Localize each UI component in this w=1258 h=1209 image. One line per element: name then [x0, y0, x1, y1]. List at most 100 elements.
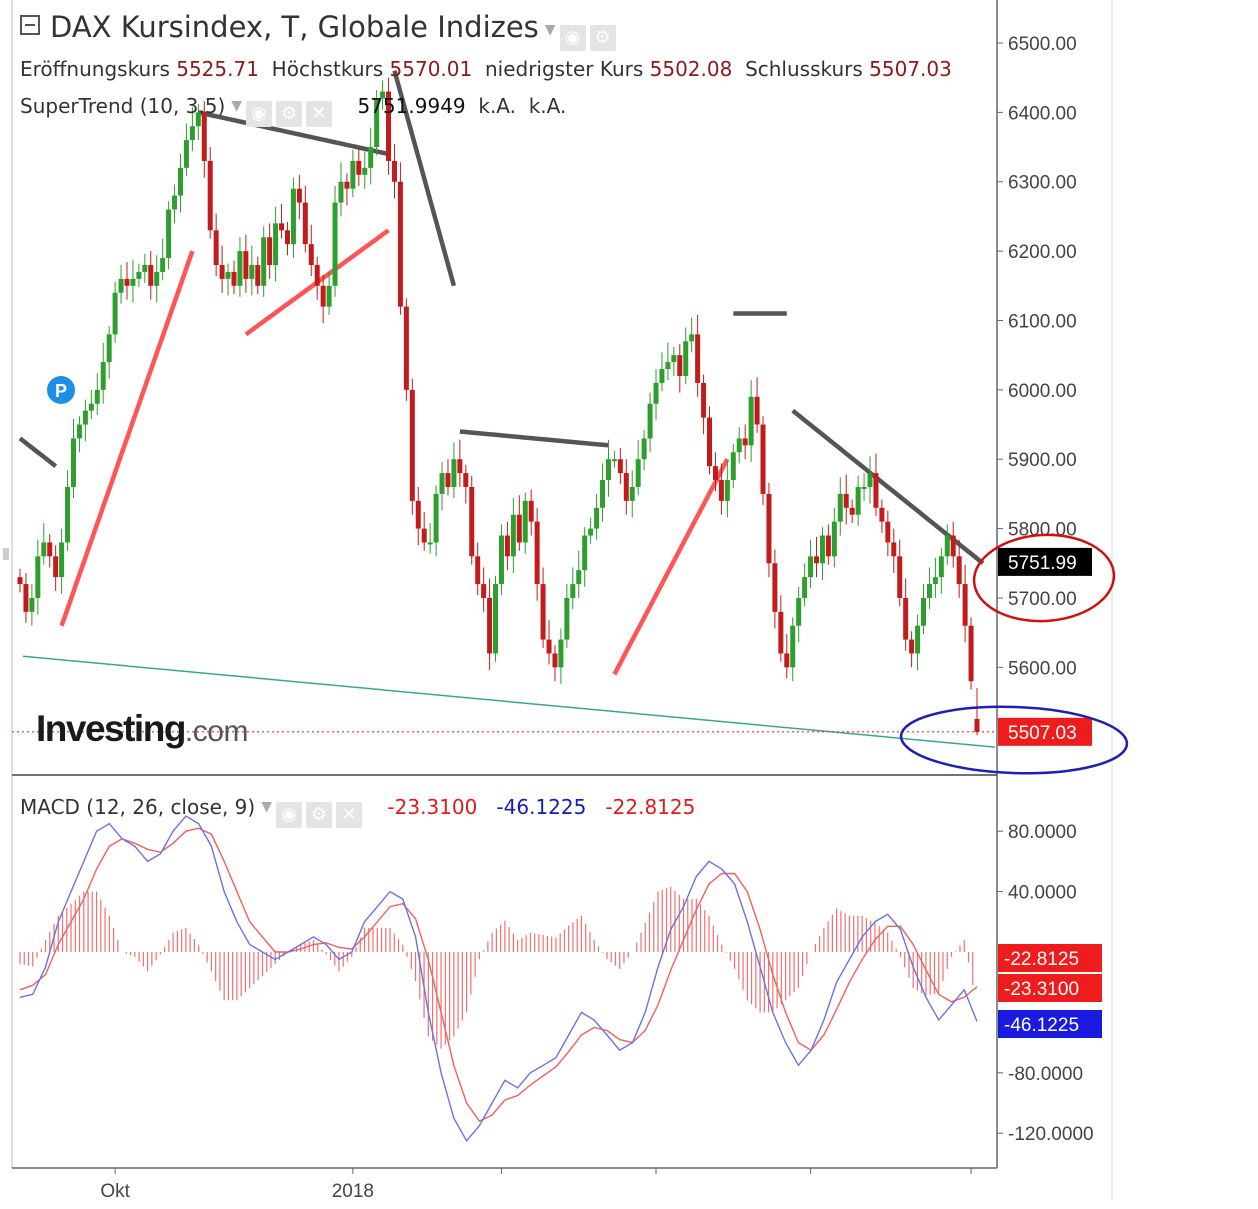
candle-body[interactable] [237, 251, 243, 286]
candle-body[interactable] [350, 160, 356, 189]
eye-icon[interactable]: ◉ [246, 101, 273, 127]
candle-body[interactable] [314, 264, 320, 286]
candle-body[interactable] [177, 167, 183, 196]
candle-body[interactable] [415, 500, 421, 529]
candle-body[interactable] [23, 584, 29, 612]
candle-body[interactable] [968, 625, 974, 682]
candle-body[interactable] [213, 230, 219, 265]
candle-body[interactable] [504, 535, 510, 557]
candle-body[interactable] [837, 493, 843, 522]
candle-body[interactable] [397, 181, 403, 307]
candle-body[interactable] [683, 341, 689, 376]
candle-body[interactable] [617, 459, 623, 474]
candle-body[interactable] [70, 438, 76, 487]
candle-body[interactable] [897, 556, 903, 598]
candle-body[interactable] [475, 556, 481, 585]
macd-line[interactable] [19, 815, 978, 1143]
candle-body[interactable] [290, 188, 296, 245]
candle-body[interactable] [819, 535, 825, 564]
candle-body[interactable] [17, 577, 23, 585]
candle-body[interactable] [100, 362, 106, 390]
candle-body[interactable] [831, 521, 837, 557]
candle-body[interactable] [29, 597, 35, 612]
close-icon[interactable]: ✕ [306, 101, 333, 127]
candle-body[interactable] [391, 160, 397, 182]
eye-icon[interactable]: ◉ [559, 25, 586, 51]
candle-body[interactable] [677, 355, 683, 376]
candle-body[interactable] [522, 500, 528, 543]
candle-body[interactable] [796, 597, 802, 626]
candle-body[interactable] [463, 473, 469, 487]
candle-body[interactable] [594, 507, 600, 529]
candle-body[interactable] [279, 223, 285, 231]
candle-body[interactable] [53, 556, 59, 578]
candle-body[interactable] [766, 493, 772, 564]
candle-body[interactable] [403, 306, 409, 390]
candle-body[interactable] [534, 521, 540, 585]
candle-body[interactable] [249, 264, 255, 279]
close-icon[interactable]: ✕ [335, 802, 362, 828]
candle-body[interactable] [154, 271, 160, 286]
candle-body[interactable] [231, 271, 237, 286]
candle-body[interactable] [814, 556, 820, 564]
candle-body[interactable] [160, 258, 166, 272]
candle-body[interactable] [938, 556, 944, 578]
candle-body[interactable] [582, 535, 588, 571]
candle-body[interactable] [623, 473, 629, 501]
candle-body[interactable] [332, 202, 338, 286]
candle-body[interactable] [493, 584, 499, 654]
candle-body[interactable] [183, 140, 189, 168]
candle-body[interactable] [760, 424, 766, 494]
candle-body[interactable] [921, 597, 927, 626]
candle-body[interactable] [219, 264, 225, 279]
candle-body[interactable] [445, 473, 451, 487]
candle-body[interactable] [879, 507, 885, 522]
p-marker[interactable]: P [47, 376, 75, 404]
candle-body[interactable] [368, 147, 374, 168]
candle-body[interactable] [421, 528, 427, 543]
candle-body[interactable] [926, 584, 932, 598]
candle-body[interactable] [469, 486, 475, 557]
candle-body[interactable] [778, 611, 784, 654]
candle-body[interactable] [576, 570, 582, 585]
candle-body[interactable] [201, 112, 207, 161]
candle-body[interactable] [611, 459, 617, 462]
candle-body[interactable] [308, 244, 314, 265]
candle-body[interactable] [932, 577, 938, 585]
candle-body[interactable] [41, 542, 47, 557]
candle-body[interactable] [855, 486, 861, 515]
candle-body[interactable] [808, 556, 814, 578]
candle-body[interactable] [707, 417, 713, 467]
candle-body[interactable] [374, 98, 380, 148]
candle-body[interactable] [94, 389, 100, 404]
candle-body[interactable] [284, 230, 290, 245]
candle-body[interactable] [802, 577, 808, 598]
candle-body[interactable] [124, 278, 130, 286]
candle-body[interactable] [641, 438, 647, 460]
candle-body[interactable] [142, 264, 148, 272]
candle-body[interactable] [106, 334, 112, 363]
candle-body[interactable] [528, 500, 534, 522]
candle-body[interactable] [76, 424, 82, 439]
candle-body[interactable] [903, 597, 909, 640]
candle-body[interactable] [427, 542, 433, 545]
candle-body[interactable] [724, 480, 730, 501]
candle-body[interactable] [849, 507, 855, 515]
candle-body[interactable] [296, 188, 302, 203]
candle-body[interactable] [730, 452, 736, 481]
candle-body[interactable] [671, 355, 677, 363]
candle-body[interactable] [712, 466, 718, 481]
candle-body[interactable] [47, 542, 53, 557]
candle-body[interactable] [950, 535, 956, 557]
candle-body[interactable] [356, 160, 362, 175]
candle-body[interactable] [516, 514, 522, 543]
candle-body[interactable] [130, 278, 136, 286]
candle-body[interactable] [59, 542, 65, 578]
candle-body[interactable] [439, 473, 445, 494]
gear-icon[interactable]: ⚙ [276, 101, 303, 127]
candle-body[interactable] [267, 237, 273, 265]
candle-body[interactable] [891, 542, 897, 557]
candle-body[interactable] [118, 278, 124, 293]
candle-body[interactable] [915, 625, 921, 654]
candle-body[interactable] [451, 459, 457, 487]
